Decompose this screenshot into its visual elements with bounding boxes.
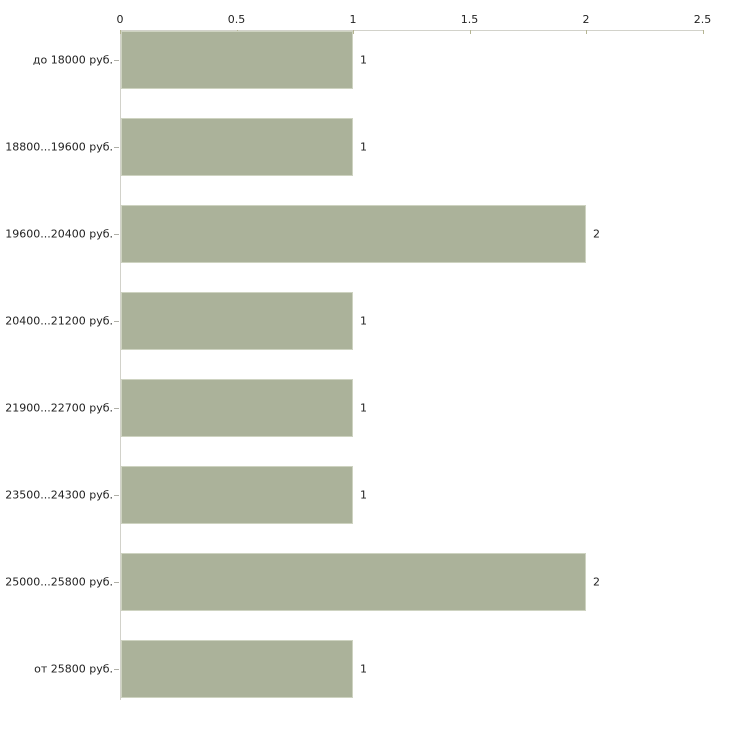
bar: [121, 553, 586, 611]
bar: [121, 205, 586, 263]
bar-value-label: 1: [360, 662, 367, 676]
x-axis-tick-label: 1: [349, 13, 357, 26]
bar: [121, 466, 353, 524]
category-tick-mark: [114, 408, 119, 409]
bar: [121, 31, 353, 89]
category-tick-mark: [114, 147, 119, 148]
category-label: 20400...21200 руб.: [5, 314, 113, 328]
category-label: 18800...19600 руб.: [5, 140, 113, 154]
category-label: до 18000 руб.: [32, 53, 113, 67]
x-axis-tick-mark: [353, 30, 354, 34]
x-axis-tick-mark: [586, 30, 587, 34]
x-axis-tick-mark: [702, 30, 704, 34]
x-axis-tick-label: 1.5: [460, 13, 479, 26]
category-tick-mark: [114, 582, 119, 583]
category-label: 25000...25800 руб.: [5, 575, 113, 589]
category-tick-mark: [114, 321, 119, 322]
y-axis-line: [120, 30, 121, 700]
x-axis-line: [120, 30, 704, 31]
x-axis-tick-label: 0.5: [227, 13, 246, 26]
x-axis-tick-label: 2.5: [693, 13, 712, 26]
x-axis-tick-mark: [120, 30, 121, 34]
bar-value-label: 2: [593, 575, 600, 589]
bar: [121, 640, 353, 698]
category-label: 23500...24300 руб.: [5, 488, 113, 502]
category-label: 21900...22700 руб.: [5, 401, 113, 415]
x-axis-tick-label: 2: [582, 13, 590, 26]
x-axis-tick-mark: [469, 30, 471, 34]
category-tick-mark: [114, 669, 119, 670]
category-tick-mark: [114, 60, 119, 61]
category-tick-mark: [114, 234, 119, 235]
bar: [121, 379, 353, 437]
bar: [121, 292, 353, 350]
bar-value-label: 2: [593, 227, 600, 241]
bar-value-label: 1: [360, 401, 367, 415]
category-label: от 25800 руб.: [34, 662, 113, 676]
bar-value-label: 1: [360, 488, 367, 502]
category-tick-mark: [114, 495, 119, 496]
bar-value-label: 1: [360, 314, 367, 328]
x-axis-tick-label: 0: [116, 13, 124, 26]
bar-value-label: 1: [360, 140, 367, 154]
bar: [121, 118, 353, 176]
bar-value-label: 1: [360, 53, 367, 67]
category-label: 19600...20400 руб.: [5, 227, 113, 241]
